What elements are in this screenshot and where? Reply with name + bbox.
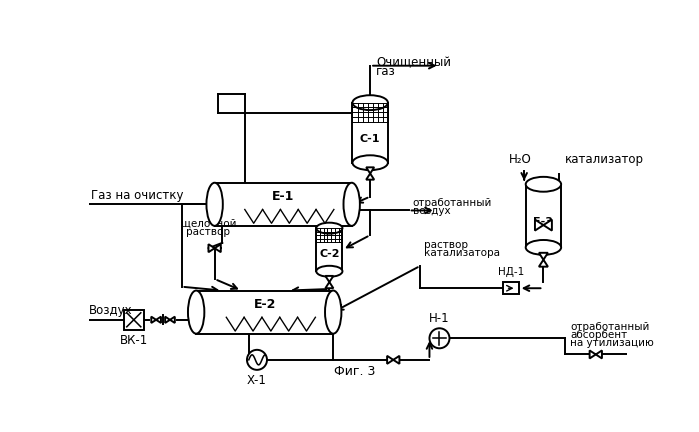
- Ellipse shape: [343, 183, 360, 226]
- Bar: [124, 310, 144, 330]
- Polygon shape: [215, 244, 221, 252]
- Polygon shape: [539, 253, 548, 260]
- Text: С-1: С-1: [360, 133, 380, 144]
- Polygon shape: [165, 317, 170, 323]
- Ellipse shape: [325, 291, 341, 334]
- Text: газ: газ: [376, 65, 396, 78]
- Text: катализатора: катализатора: [424, 248, 500, 258]
- Ellipse shape: [206, 183, 223, 226]
- Bar: [503, 282, 519, 294]
- Ellipse shape: [526, 240, 561, 255]
- Polygon shape: [387, 356, 394, 364]
- Polygon shape: [394, 356, 399, 364]
- Text: Н-1: Н-1: [429, 312, 449, 325]
- Text: Е-3: Е-3: [533, 217, 554, 227]
- Polygon shape: [325, 276, 333, 282]
- Ellipse shape: [316, 266, 343, 277]
- Text: на утилизацию: на утилизацию: [570, 337, 654, 347]
- Polygon shape: [543, 219, 552, 231]
- Text: Очищенный: Очищенный: [376, 56, 452, 69]
- Bar: [352, 103, 388, 163]
- Polygon shape: [590, 350, 596, 359]
- Text: С-2: С-2: [319, 249, 340, 259]
- Text: абсорбент: абсорбент: [570, 330, 628, 340]
- Text: катализатор: катализатор: [565, 153, 644, 166]
- Ellipse shape: [188, 291, 204, 334]
- Text: воздух: воздух: [412, 206, 450, 216]
- Text: Е-1: Е-1: [272, 190, 294, 203]
- Bar: [526, 184, 561, 248]
- Polygon shape: [366, 167, 374, 174]
- Text: раствор: раствор: [424, 241, 468, 251]
- Text: ВК-1: ВК-1: [120, 334, 148, 346]
- Text: раствор: раствор: [187, 227, 231, 237]
- Bar: [215, 183, 352, 226]
- Ellipse shape: [316, 222, 343, 234]
- Polygon shape: [156, 317, 161, 323]
- Text: отработанный: отработанный: [412, 198, 492, 208]
- Text: Воздух: Воздух: [89, 304, 133, 317]
- Ellipse shape: [352, 155, 388, 170]
- Bar: [316, 228, 343, 271]
- Polygon shape: [596, 350, 602, 359]
- Polygon shape: [535, 219, 543, 231]
- Polygon shape: [539, 260, 548, 267]
- Circle shape: [247, 350, 267, 370]
- Ellipse shape: [352, 95, 388, 110]
- Text: щелочной: щелочной: [181, 219, 236, 229]
- Text: отработанный: отработанный: [570, 322, 650, 332]
- Polygon shape: [208, 244, 215, 252]
- Polygon shape: [170, 317, 175, 323]
- Polygon shape: [366, 174, 374, 180]
- Text: Е-2: Е-2: [254, 298, 276, 311]
- Bar: [196, 291, 333, 334]
- Text: НД-1: НД-1: [498, 267, 524, 277]
- Text: Х-1: Х-1: [247, 374, 267, 387]
- Ellipse shape: [526, 177, 561, 192]
- Polygon shape: [325, 282, 333, 288]
- Text: Газ на очистку: Газ на очистку: [91, 189, 183, 202]
- Polygon shape: [151, 317, 156, 323]
- Text: Фиг. 3: Фиг. 3: [334, 365, 375, 378]
- Text: Н₂О: Н₂О: [509, 153, 532, 166]
- Circle shape: [429, 328, 449, 348]
